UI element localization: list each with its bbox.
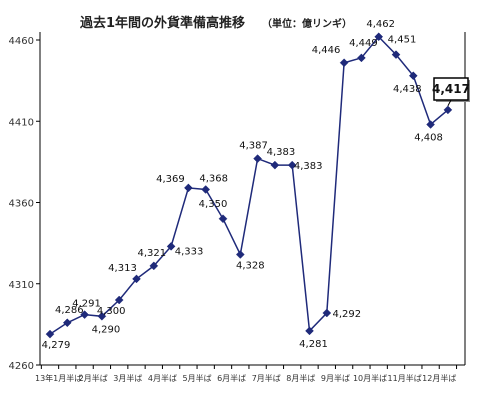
data-point [374, 32, 384, 42]
x-tick-label: 13年1月半ば [35, 373, 82, 383]
x-tick-label: 4月半ば [148, 373, 177, 383]
data-label: 4,333 [175, 246, 204, 257]
x-tick-label: 10月半ば [353, 373, 387, 383]
x-tick-label: 12月半ば [422, 373, 456, 383]
data-point [132, 274, 141, 284]
x-tick-label: 7月半ば [252, 373, 281, 383]
data-point [114, 295, 124, 305]
data-label: 4,290 [92, 324, 121, 335]
data-point [97, 311, 107, 321]
data-label: 4,387 [239, 141, 268, 152]
data-point [235, 250, 245, 259]
data-point [149, 261, 159, 271]
callout-label: 4,417 [432, 82, 470, 96]
data-point [62, 318, 72, 328]
data-label: 4,451 [388, 35, 417, 46]
y-tick-label: 4260 [9, 361, 34, 372]
x-tick-label: 9月半ば [321, 373, 350, 383]
data-point [305, 326, 314, 336]
data-point [322, 308, 332, 318]
data-label: 4,292 [332, 309, 361, 320]
x-tick-label: 6月半ば [217, 373, 246, 383]
x-tick-label: 3月半ば [113, 373, 142, 383]
data-point [408, 71, 418, 81]
data-point [253, 154, 262, 163]
data-point [218, 214, 228, 224]
chart-subtitle: （単位：億リンギ） [262, 17, 352, 30]
data-label: 4,449 [349, 38, 378, 49]
data-point [391, 50, 401, 59]
data-label: 4,408 [414, 133, 443, 144]
data-label: 4,313 [108, 263, 137, 274]
data-label: 4,328 [236, 261, 265, 272]
data-point [80, 310, 89, 319]
data-label: 4,446 [312, 45, 341, 56]
data-point [166, 242, 176, 251]
data-label: 4,281 [299, 339, 328, 350]
data-label: 4,350 [199, 199, 228, 210]
data-label: 4,279 [42, 340, 71, 351]
data-point [270, 160, 280, 170]
callout-leader [447, 99, 452, 107]
latest-value-callout: 4,417 [432, 77, 470, 107]
y-tick-label: 4410 [9, 117, 34, 128]
data-label: 4,321 [137, 248, 166, 259]
y-tick-label: 4360 [9, 199, 34, 210]
x-tick-label: 5月半ば [183, 373, 212, 383]
data-label: 4,369 [156, 174, 185, 185]
data-label: 4,462 [366, 19, 395, 30]
data-label: 4,368 [199, 174, 228, 185]
data-point [443, 105, 453, 115]
data-point [45, 329, 55, 339]
data-point [339, 58, 349, 68]
x-tick-label: 11月半ば [388, 373, 422, 383]
series-line [49, 35, 449, 335]
y-tick-label: 4460 [9, 36, 34, 47]
x-tick-label: 8月半ば [286, 373, 315, 383]
data-point [357, 53, 366, 63]
series-reserves [45, 32, 453, 339]
data-label: 4,383 [294, 161, 323, 172]
x-tick-label: 2月半ば [79, 373, 108, 383]
data-label: 4,383 [267, 147, 296, 158]
chart-title: 過去1年間の外貨準備高推移 [79, 15, 245, 31]
data-label: 4,300 [97, 306, 126, 317]
data-point [184, 183, 193, 193]
data-label: 4,438 [393, 84, 422, 95]
data-point [201, 185, 211, 194]
data-label: 4,291 [72, 299, 101, 310]
data-point [287, 160, 297, 170]
y-tick-label: 4310 [9, 280, 34, 291]
data-point [426, 120, 435, 129]
data-label: 4,286 [55, 305, 84, 316]
